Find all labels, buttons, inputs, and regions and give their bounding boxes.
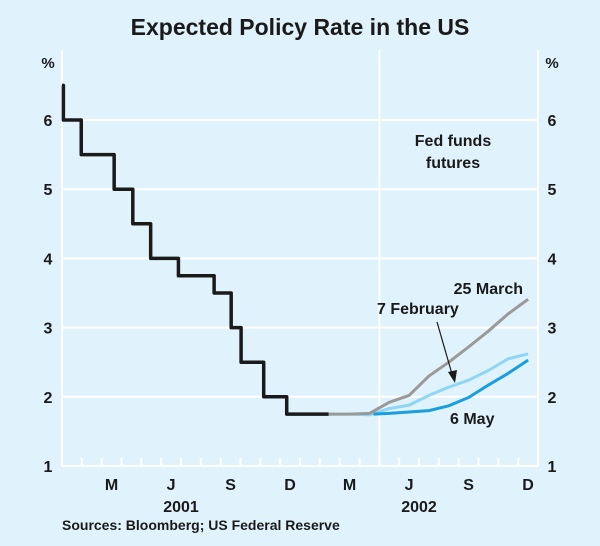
annotation-fed-funds-futures: Fed funds <box>415 133 492 150</box>
year-label: 2001 <box>163 499 199 516</box>
series-label: 7 February <box>377 301 459 318</box>
series-label: 25 March <box>454 281 523 298</box>
y-tick-label-right: 6 <box>548 113 557 130</box>
y-tick-label-left: 4 <box>44 251 53 268</box>
source-note: Sources: Bloomberg; US Federal Reserve <box>62 517 340 533</box>
series-line-policy-rate <box>61 83 329 416</box>
y-unit-right: % <box>545 55 558 72</box>
chart-title: Expected Policy Rate in the US <box>130 14 470 40</box>
y-tick-label-left: 5 <box>44 182 53 199</box>
y-unit-left: % <box>41 55 54 72</box>
series-line-7-february <box>328 352 529 417</box>
y-tick-label-right: 4 <box>548 251 557 268</box>
y-tick-label-right: 2 <box>548 390 557 407</box>
annotation-fed-funds-futures: futures <box>426 155 480 172</box>
x-tick-label: J <box>405 477 414 494</box>
y-tick-label-right: 3 <box>548 321 557 338</box>
x-tick-label: J <box>167 477 176 494</box>
series-label: 6 May <box>450 411 495 428</box>
x-tick-label: S <box>225 477 236 494</box>
y-tick-label-left: 2 <box>44 390 53 407</box>
x-tick-label: M <box>105 477 118 494</box>
y-tick-label-left: 6 <box>44 113 53 130</box>
series-line-6-may <box>373 358 529 416</box>
arrow-head-icon <box>448 370 457 383</box>
y-tick-label-left: 3 <box>44 321 53 338</box>
x-tick-label: D <box>522 477 534 494</box>
y-tick-label-right: 1 <box>548 459 557 476</box>
series-line-25-march <box>328 298 529 416</box>
arrow-line <box>436 321 453 375</box>
x-tick-label: S <box>463 477 474 494</box>
y-tick-label-right: 5 <box>548 182 557 199</box>
x-tick-label: M <box>343 477 356 494</box>
year-label: 2002 <box>401 499 437 516</box>
x-tick-label: D <box>284 477 296 494</box>
y-tick-label-left: 1 <box>44 459 53 476</box>
